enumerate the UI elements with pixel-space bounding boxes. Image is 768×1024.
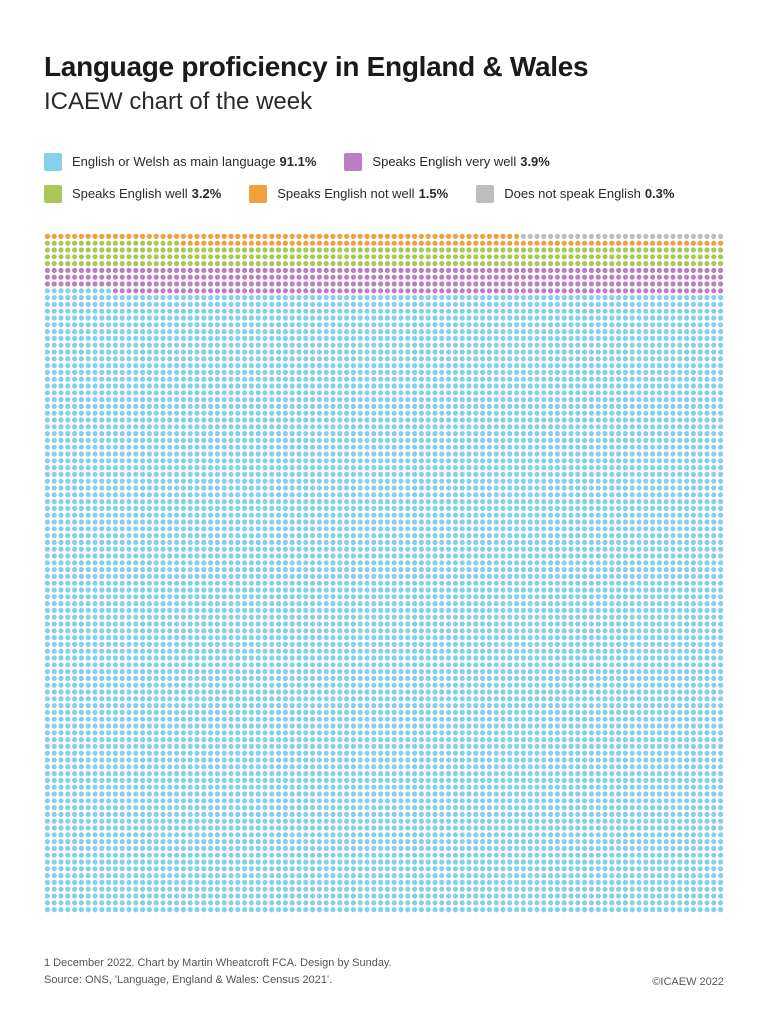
legend-swatch <box>44 185 62 203</box>
legend-pct: 0.3% <box>645 186 675 201</box>
legend-item-well: Speaks English well 3.2% <box>44 185 221 203</box>
legend-label: Speaks English very well <box>372 154 516 169</box>
legend-item-notwell: Speaks English not well 1.5% <box>249 185 448 203</box>
legend-swatch <box>476 185 494 203</box>
page-title: Language proficiency in England & Wales <box>44 50 724 84</box>
legend-text: Speaks English very well 3.9% <box>372 154 549 169</box>
legend-item-none: Does not speak English 0.3% <box>476 185 674 203</box>
footer-line2: Source: ONS, 'Language, England & Wales:… <box>44 972 392 989</box>
legend-swatch <box>44 153 62 171</box>
chart-svg <box>44 233 724 913</box>
legend-item-main: English or Welsh as main language 91.1% <box>44 153 316 171</box>
footer-copyright: ©ICAEW 2022 <box>652 976 724 988</box>
legend-label: English or Welsh as main language <box>72 154 276 169</box>
legend-text: Does not speak English 0.3% <box>504 186 674 201</box>
legend-label: Speaks English not well <box>277 186 414 201</box>
footer-credits: 1 December 2022. Chart by Martin Wheatcr… <box>44 955 392 988</box>
legend-swatch <box>344 153 362 171</box>
legend-text: English or Welsh as main language 91.1% <box>72 154 316 169</box>
legend-label: Does not speak English <box>504 186 641 201</box>
dot-grid-chart <box>44 233 724 918</box>
dot-group <box>45 240 723 266</box>
footer-line1: 1 December 2022. Chart by Martin Wheatcr… <box>44 955 392 972</box>
dot-group <box>45 288 723 912</box>
dot-group <box>45 234 723 246</box>
dot-group <box>45 268 723 294</box>
legend-pct: 3.2% <box>192 186 222 201</box>
legend-pct: 3.9% <box>520 154 550 169</box>
legend-item-verywell: Speaks English very well 3.9% <box>344 153 549 171</box>
dot-group <box>521 234 723 239</box>
legend-text: Speaks English not well 1.5% <box>277 186 448 201</box>
legend-text: Speaks English well 3.2% <box>72 186 221 201</box>
page-subtitle: ICAEW chart of the week <box>44 86 724 117</box>
legend-pct: 1.5% <box>419 186 449 201</box>
legend-pct: 91.1% <box>280 154 317 169</box>
legend: English or Welsh as main language 91.1% Sp… <box>44 153 724 203</box>
legend-label: Speaks English well <box>72 186 188 201</box>
legend-swatch <box>249 185 267 203</box>
